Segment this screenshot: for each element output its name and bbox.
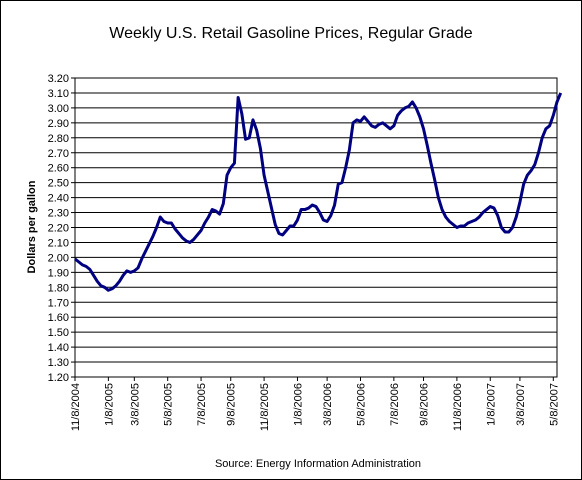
x-tick-label: 7/8/2006 [389, 383, 401, 426]
y-tick-label: 1.50 [48, 327, 69, 339]
y-tick-label: 1.90 [48, 267, 69, 279]
x-tick-label: 11/8/2006 [452, 383, 464, 431]
x-tick-label: 11/8/2005 [259, 383, 271, 431]
y-tick-label: 3.10 [48, 88, 69, 100]
y-tick-label: 2.20 [48, 223, 69, 235]
x-tick-label: 5/8/2006 [355, 383, 367, 426]
y-tick-label: 3.00 [48, 103, 69, 115]
source-note: Source: Energy Information Administratio… [215, 458, 421, 470]
x-tick-label: 7/8/2005 [196, 383, 208, 426]
y-tick-label: 2.50 [48, 178, 69, 190]
y-axis-label: Dollars per gallon [26, 180, 38, 273]
y-tick-label: 2.10 [48, 237, 69, 249]
y-tick-label: 1.60 [48, 312, 69, 324]
x-tick-label: 1/8/2005 [103, 383, 115, 426]
y-tick-label: 1.80 [48, 282, 69, 294]
x-tick-label: 9/8/2006 [419, 383, 431, 426]
y-tick-label: 2.00 [48, 252, 69, 264]
x-tick-label: 3/8/2007 [515, 383, 527, 426]
y-tick-label: 2.30 [48, 208, 69, 220]
x-tick-label: 1/8/2007 [485, 383, 497, 426]
x-tick-label: 11/8/2004 [70, 383, 82, 431]
plot-border [74, 77, 558, 378]
x-tick-label: 9/8/2005 [226, 383, 238, 426]
price-line [74, 92, 563, 292]
y-tick-label: 3.20 [48, 73, 69, 85]
y-tick-label: 1.70 [48, 297, 69, 309]
x-tick-label: 5/8/2007 [548, 383, 560, 426]
y-tick-label: 1.20 [48, 372, 69, 384]
chart-title: Weekly U.S. Retail Gasoline Prices, Regu… [109, 25, 473, 42]
x-tick-label: 5/8/2005 [163, 383, 175, 426]
x-tick-label: 3/8/2005 [129, 383, 141, 426]
y-tick-label: 2.90 [48, 118, 69, 130]
y-tick-label: 2.40 [48, 193, 69, 205]
x-tick-label: 1/8/2006 [292, 383, 304, 426]
x-tick-label: 3/8/2006 [322, 383, 334, 426]
y-tick-label: 2.70 [48, 148, 69, 160]
y-tick-label: 2.60 [48, 163, 69, 175]
y-tick-label: 1.40 [48, 342, 69, 354]
y-tick-label: 2.80 [48, 133, 69, 145]
y-tick-label: 1.30 [48, 357, 69, 369]
